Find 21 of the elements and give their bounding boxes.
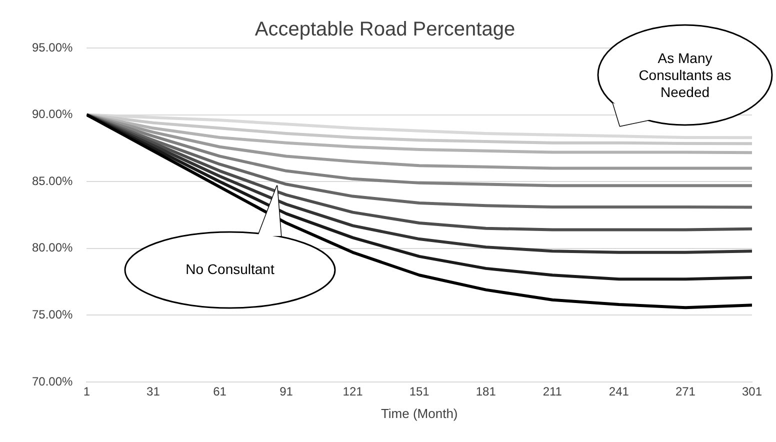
y-tick-label: 95.00% <box>32 40 74 54</box>
x-axis-title: Time (Month) <box>380 406 458 421</box>
y-tick-label: 70.00% <box>32 374 74 388</box>
x-tick-label: 211 <box>542 384 562 399</box>
x-tick-label: 241 <box>608 384 630 399</box>
chart-title: Acceptable Road Percentage <box>254 18 516 41</box>
x-tick-label: 271 <box>675 384 696 399</box>
y-tick-label: 85.00% <box>32 174 74 188</box>
y-tick-label: 75.00% <box>32 308 74 322</box>
x-tick-label: 1 <box>83 384 90 399</box>
annotation: As Many Consultants as Needed <box>638 48 732 102</box>
x-tick-label: 301 <box>742 384 762 399</box>
y-tick-label: 80.00% <box>32 240 74 255</box>
x-tick-label: 121 <box>342 384 364 399</box>
y-tick-label: 90.00% <box>32 107 74 122</box>
x-tick-label: 91 <box>280 384 294 399</box>
x-tick-label: 151 <box>409 384 430 399</box>
annotation: No Consultant <box>185 260 275 280</box>
x-tick-label: 31 <box>146 384 160 399</box>
x-tick-label: 61 <box>213 384 227 399</box>
x-tick-label: 181 <box>476 384 496 399</box>
